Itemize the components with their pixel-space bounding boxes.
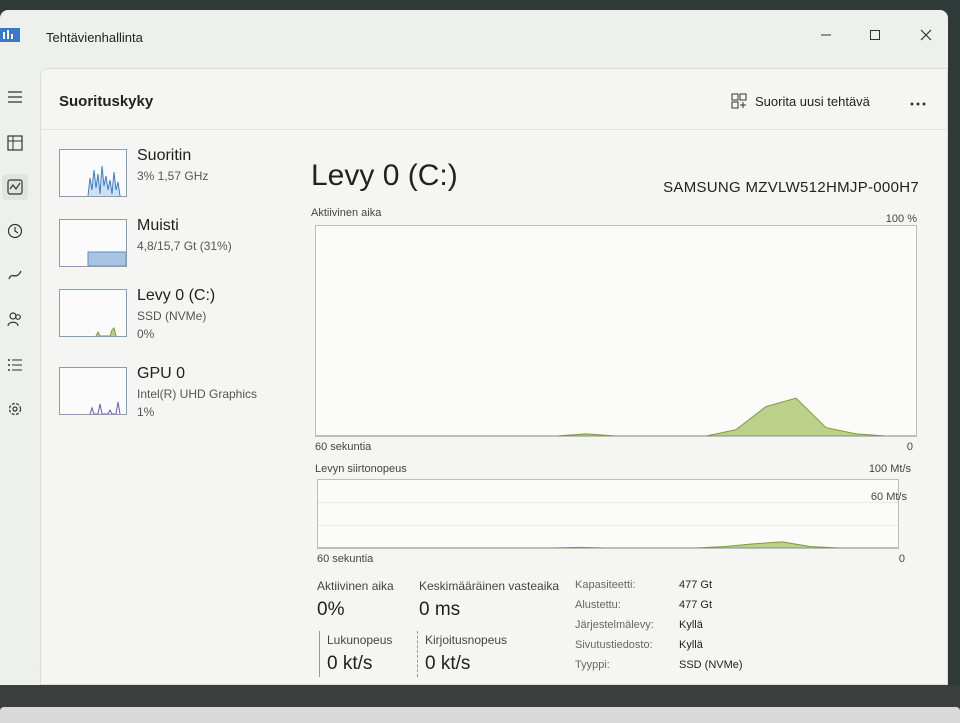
performance-panel: Suorituskyky Suorita uusi tehtävä Suorit… [40,68,948,685]
write-speed-label: Kirjoitusnopeus [425,633,508,647]
taskbar [0,707,960,723]
active-time-stat-label: Aktiivinen aika [317,579,394,593]
hamburger-icon[interactable] [2,84,28,110]
transfer-chart-label: Levyn siirtonopeus [315,463,407,475]
disk-thumbnail-graph [59,289,127,337]
left-navigation [0,70,40,685]
sidebar-item-cpu[interactable]: Suoritin 3% 1,57 GHz [57,147,297,207]
startup-icon[interactable] [2,262,28,288]
transfer-chart-zero: 0 [898,553,905,565]
transfer-chart-mid: 60 Mt/s [870,491,907,503]
title-bar[interactable]: Tehtävienhallinta [0,10,948,60]
task-manager-app-icon [0,28,20,42]
desktop-taskbar-area [0,685,960,723]
gpu-thumbnail-graph [59,367,127,415]
disk-usage: 0% [137,327,155,341]
read-speed-value: 0 kt/s [327,653,373,674]
services-icon[interactable] [2,396,28,422]
run-task-icon [731,93,747,109]
performance-icon[interactable] [2,174,28,200]
minimize-icon [821,34,831,36]
panel-header: Suorituskyky Suorita uusi tehtävä [41,69,947,130]
disk-title: Levy 0 (C:) [311,159,458,192]
users-icon[interactable] [2,306,28,332]
avg-response-label: Keskimääräinen vasteaika [419,579,560,593]
run-task-label: Suorita uusi tehtävä [755,93,870,109]
processes-icon[interactable] [2,130,28,156]
run-new-task-button[interactable]: Suorita uusi tehtävä [731,93,870,109]
details-icon[interactable] [2,352,28,378]
sidebar-item-memory[interactable]: Muisti 4,8/15,7 Gt (31%) [57,217,297,277]
more-icon [910,102,926,106]
write-speed-divider [417,631,418,677]
maximize-icon [870,30,880,40]
gpu-usage: 1% [137,405,155,419]
sidebar-item-gpu[interactable]: GPU 0 Intel(R) UHD Graphics 1% [57,365,297,425]
transfer-chart [317,479,899,549]
capacity-label: Kapasiteetti: [575,579,636,591]
write-speed-value: 0 kt/s [425,653,471,674]
memory-name: Muisti [137,217,179,234]
cpu-thumbnail-graph [59,149,127,197]
active-time-chart-time-label: 60 sekuntia [315,441,372,453]
cpu-name: Suoritin [137,147,192,164]
transfer-chart-time-label: 60 sekuntia [317,553,374,565]
cpu-usage: 3% 1,57 GHz [137,169,209,183]
active-time-chart-svg [315,397,917,437]
disk-type: SSD (NVMe) [137,309,207,323]
app-history-icon[interactable] [2,218,28,244]
sidebar-item-disk[interactable]: Levy 0 (C:) SSD (NVMe) 0% [57,287,297,347]
minimize-button[interactable] [806,24,846,46]
memory-thumbnail-graph [59,219,127,267]
disk-name: Levy 0 (C:) [137,287,216,304]
system-disk-label: Järjestelmälevy: [575,619,654,631]
maximize-button[interactable] [855,24,895,46]
memory-usage: 4,8/15,7 Gt (31%) [137,239,232,253]
close-button[interactable] [906,24,946,46]
active-time-chart-max: 100 % [885,213,917,225]
type-label: Tyyppi: [575,659,610,671]
active-time-stat-value: 0% [317,599,345,620]
disk-model: SAMSUNG MZVLW512HMJP-000H7 [663,179,919,196]
page-file-label: Sivutustiedosto: [575,639,653,651]
read-speed-label: Lukunopeus [327,633,393,647]
read-speed-divider [319,631,320,677]
page-title: Suorituskyky [59,93,154,110]
active-time-chart-zero: 0 [906,441,913,453]
capacity-value: 477 Gt [679,579,713,591]
page-file-value: Kyllä [679,639,703,651]
close-icon [920,29,932,41]
active-time-chart-label: Aktiivinen aika [311,207,382,219]
transfer-chart-svg [317,502,899,549]
active-time-chart [315,225,917,437]
avg-response-value: 0 ms [419,599,461,620]
transfer-chart-max: 100 Mt/s [868,463,911,475]
transfer-rate-area [318,541,898,549]
task-manager-window: Tehtävienhallinta [0,10,948,685]
window-title: Tehtävienhallinta [46,30,143,45]
gpu-model: Intel(R) UHD Graphics [137,387,258,401]
type-value: SSD (NVMe) [679,659,743,671]
system-disk-value: Kyllä [679,619,703,631]
more-options-button[interactable] [909,91,927,112]
formatted-label: Alustettu: [575,599,621,611]
active-time-area [316,397,916,437]
gpu-name: GPU 0 [137,365,186,382]
formatted-value: 477 Gt [679,599,713,611]
